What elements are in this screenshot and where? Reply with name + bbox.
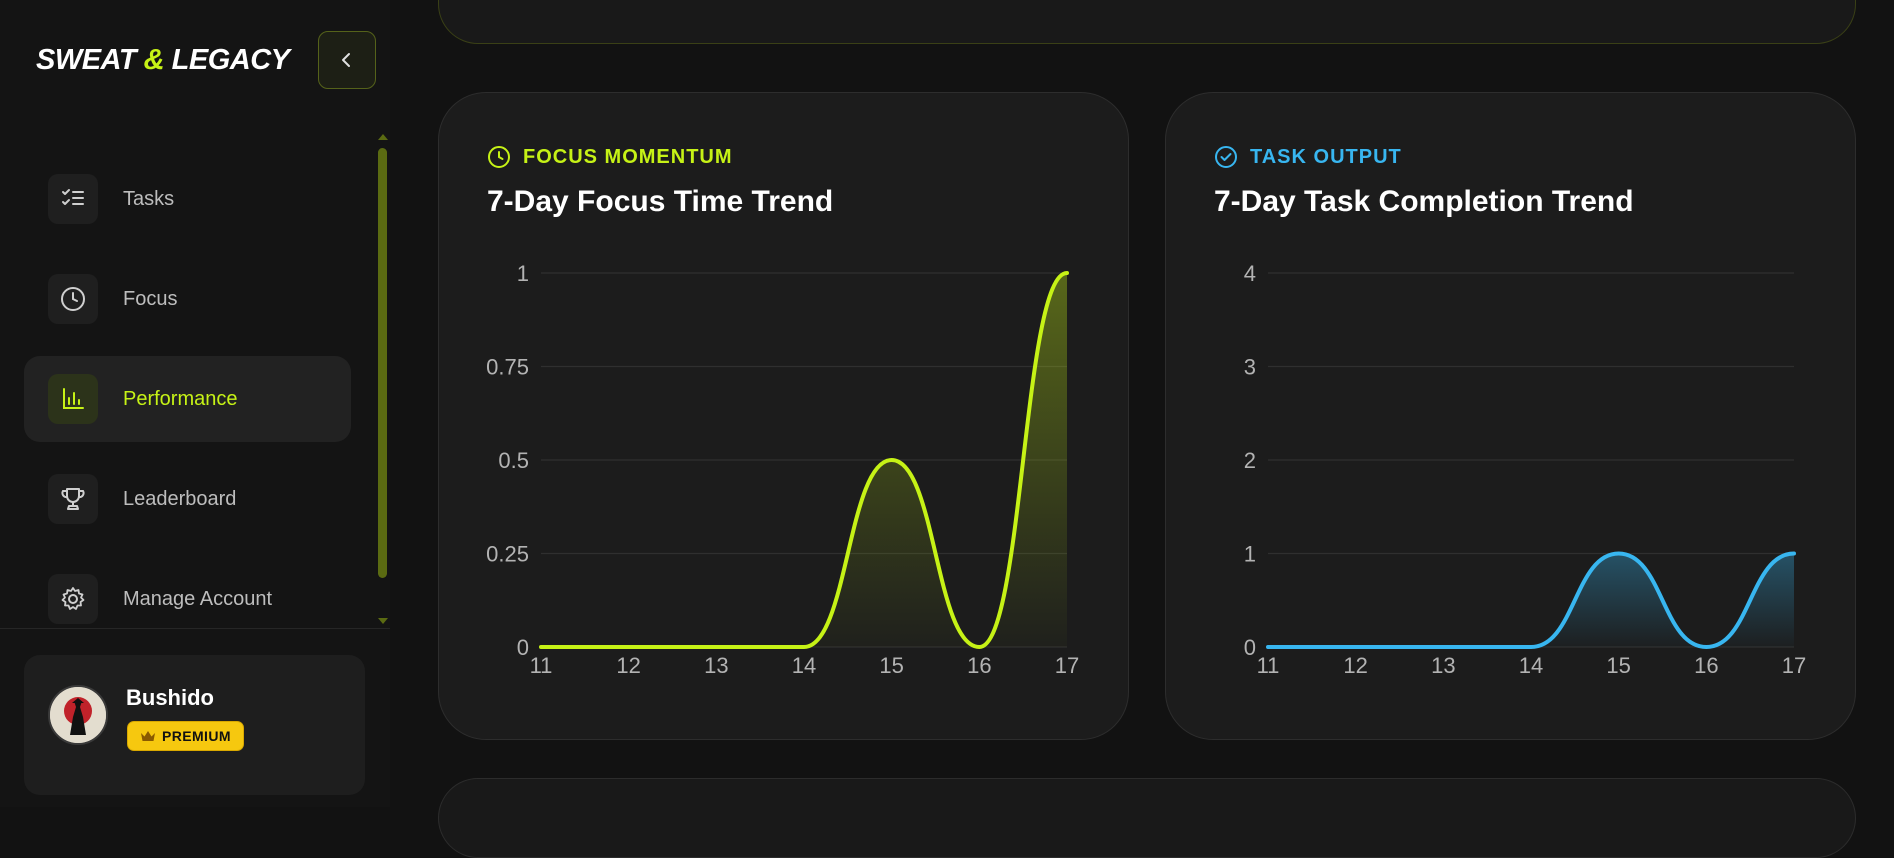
scroll-down-arrow[interactable]: [378, 618, 388, 624]
y-tick-label: 4: [1244, 261, 1256, 286]
clock-icon: [48, 274, 98, 324]
y-tick-label: 0: [1244, 635, 1256, 660]
x-tick-label: 13: [1431, 653, 1455, 678]
trophy-icon: [48, 474, 98, 524]
y-tick-label: 1: [517, 261, 529, 286]
task-output-card: TASK OUTPUT 7-Day Task Completion Trend …: [1165, 92, 1856, 740]
sidebar-item-label: Manage Account: [123, 588, 272, 611]
gear-icon: [48, 574, 98, 624]
series-area: [1268, 554, 1794, 648]
sidebar-item-label: Leaderboard: [123, 488, 236, 511]
premium-badge: PREMIUM: [127, 721, 244, 751]
y-tick-label: 0: [517, 635, 529, 660]
chevron-left-icon: [337, 50, 357, 70]
x-tick-label: 14: [1519, 653, 1543, 678]
x-tick-label: 11: [530, 653, 553, 678]
crown-icon: [140, 730, 156, 742]
series-line: [1268, 554, 1794, 648]
x-tick-label: 15: [1606, 653, 1630, 678]
user-profile-card[interactable]: Bushido PREMIUM: [24, 655, 365, 795]
sidebar-item-manage-account[interactable]: Manage Account: [24, 556, 351, 642]
top-panel: [438, 0, 1856, 44]
x-tick-label: 16: [1694, 653, 1718, 678]
premium-label: PREMIUM: [162, 728, 231, 744]
sidebar-item-tasks[interactable]: Tasks: [24, 156, 351, 242]
y-tick-label: 0.75: [486, 355, 529, 380]
y-tick-label: 3: [1244, 355, 1256, 380]
avatar[interactable]: [48, 685, 108, 745]
x-tick-label: 15: [879, 653, 903, 678]
scroll-up-arrow[interactable]: [378, 134, 388, 140]
bar-chart-icon: [48, 374, 98, 424]
x-tick-label: 14: [792, 653, 816, 678]
sidebar-item-label: Tasks: [123, 188, 174, 211]
x-tick-label: 12: [616, 653, 640, 678]
sidebar-item-label: Performance: [123, 388, 238, 411]
sidebar-item-performance[interactable]: Performance: [24, 356, 351, 442]
username: Bushido: [126, 685, 214, 711]
y-tick-label: 2: [1244, 448, 1256, 473]
divider: [0, 628, 390, 629]
y-tick-label: 0.25: [486, 542, 529, 567]
y-tick-label: 0.5: [498, 448, 529, 473]
tasks-icon: [48, 174, 98, 224]
sidebar-item-label: Focus: [123, 288, 177, 311]
x-tick-label: 17: [1055, 653, 1079, 678]
sidebar: SWEAT & LEGACY Tasks: [0, 0, 390, 807]
sidebar-item-leaderboard[interactable]: Leaderboard: [24, 456, 351, 542]
x-tick-label: 16: [967, 653, 991, 678]
sidebar-item-focus[interactable]: Focus: [24, 256, 351, 342]
sidebar-scrollbar[interactable]: [378, 148, 387, 578]
brand-logo[interactable]: SWEAT & LEGACY: [36, 44, 289, 77]
x-tick-label: 12: [1343, 653, 1367, 678]
y-tick-label: 1: [1244, 542, 1256, 567]
collapse-sidebar-button[interactable]: [318, 31, 376, 89]
x-tick-label: 13: [704, 653, 728, 678]
bottom-panel: [438, 778, 1856, 858]
x-tick-label: 11: [1257, 653, 1280, 678]
x-tick-label: 17: [1782, 653, 1806, 678]
